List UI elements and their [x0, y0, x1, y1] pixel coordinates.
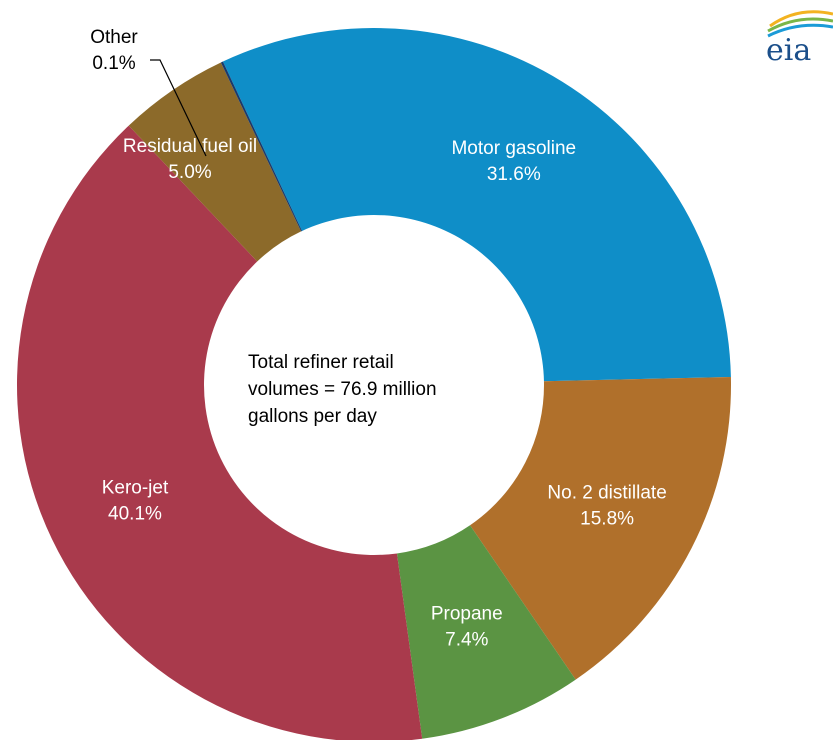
label-kero-jet: Kero-jet [102, 477, 169, 498]
label-propane: Propane [431, 604, 503, 625]
label-other: Other [90, 27, 138, 48]
value-label-motor-gasoline: 31.6% [487, 164, 541, 185]
slice-motor-gasoline [222, 28, 731, 382]
slice-no-2-distillate [470, 377, 731, 680]
eia-logo: eia [766, 10, 833, 68]
label-motor-gasoline: Motor gasoline [451, 138, 576, 159]
value-label-other: 0.1% [92, 53, 135, 74]
other-leader-line [150, 59, 207, 157]
slice-kero-jet [17, 125, 423, 740]
center-text-line-1: Total refiner retail [248, 352, 394, 373]
slice-propane [396, 525, 576, 739]
label-residual-fuel-oil: Residual fuel oil [123, 136, 257, 157]
label-no-2-distillate: No. 2 distillate [547, 483, 666, 504]
value-label-no-2-distillate: 15.8% [580, 509, 634, 530]
slice-other [220, 61, 303, 232]
slice-residual-fuel-oil [128, 62, 302, 262]
slices-group [17, 28, 731, 740]
center-text-line-2: volumes = 76.9 million [248, 379, 437, 400]
value-label-residual-fuel-oil: 5.0% [168, 162, 211, 183]
eia-logo-text: eia [766, 33, 811, 68]
value-label-propane: 7.4% [445, 630, 488, 651]
value-label-kero-jet: 40.1% [108, 503, 162, 524]
center-text-line-3: gallons per day [248, 406, 377, 427]
labels-group: Motor gasoline 31.6% No. 2 distillate 15.8%… [90, 27, 667, 651]
